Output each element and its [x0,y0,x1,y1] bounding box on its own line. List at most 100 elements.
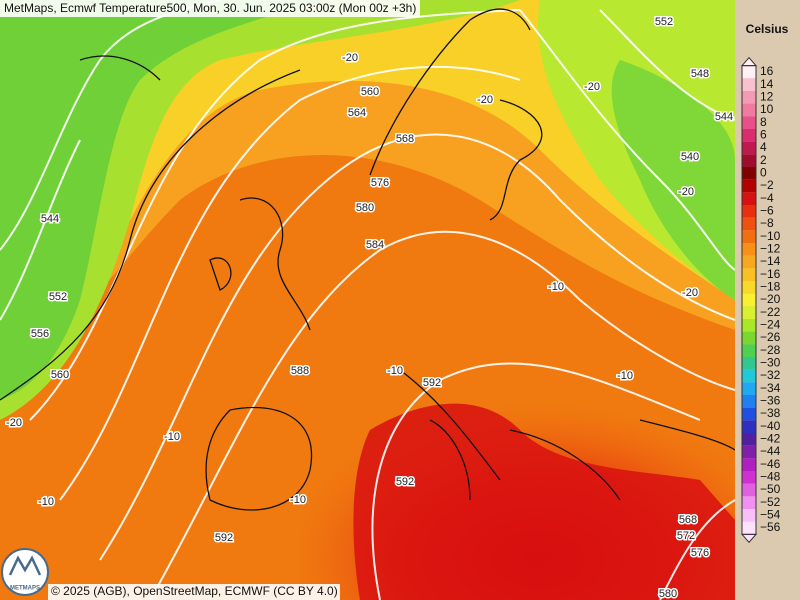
legend-swatch [742,116,756,129]
legend-swatch [742,129,756,142]
legend-swatch [742,357,756,370]
contour-label: -20 [682,287,698,299]
legend-label: −6 [760,204,774,218]
contour-label: 552 [655,16,673,28]
logo: METMAPS [1,548,49,596]
legend-swatch [742,217,756,231]
legend-unit: Celsius [746,22,789,36]
footer-box [48,584,340,600]
legend-label: 4 [760,140,767,154]
contour-label: 580 [659,588,677,600]
legend-label: −30 [760,356,781,370]
legend-swatch [742,407,756,421]
legend-label: 8 [760,115,767,129]
legend-label: −48 [760,470,781,484]
coastlines [0,8,736,511]
contour-label: 544 [41,213,59,225]
legend-panel: Celsius 1614121086420−2−4−6−8−10−12−14−1… [735,0,800,600]
legend-swatch [742,382,756,395]
legend-swatch [742,167,756,180]
map-area: -20 560 564 568 576 580 584 544 552 556 560 -20 -10 -… [0,0,736,600]
legend-label: −40 [760,419,781,433]
contour-label: 568 [396,133,414,145]
legend-swatch [742,483,756,497]
legend-label: 12 [760,90,774,104]
logo-text: METMAPS [10,586,40,592]
legend-swatch [742,420,756,433]
legend-label: −28 [760,343,781,357]
contour-label: 560 [51,369,69,381]
legend-swatch [742,179,756,193]
contour-label: -20 [477,94,493,106]
legend-label: −52 [760,495,781,509]
contour-label: -10 [164,431,180,443]
contour-label: 548 [691,68,709,80]
legend-swatch [742,471,756,484]
contour-label: -10 [290,494,306,506]
contour-labels: -20 560 564 568 576 580 584 544 552 556 560 -20 -10 -… [5,14,735,600]
legend-swatch [742,496,756,509]
contour-label: -20 [678,186,694,198]
legend-swatch [742,331,756,345]
legend-label: −36 [760,394,781,408]
legend-swatch [742,306,756,319]
contour-label: 564 [348,107,366,119]
legend-swatch [742,78,756,91]
legend-swatch [742,91,756,104]
legend-label: −32 [760,368,781,382]
legend-label: 6 [760,128,767,142]
contour-label: 576 [371,177,389,189]
map-title: MetMaps, Ecmwf Temperature500, Mon, 30. … [4,1,416,15]
legend-label: −38 [760,406,781,420]
legend-label: −42 [760,432,781,446]
legend-label: −8 [760,216,774,230]
contour-label: 588 [291,365,309,377]
contour-label: -10 [617,370,633,382]
legend-swatch [742,521,756,535]
legend-label: −24 [760,318,781,332]
legend-swatch [742,141,756,155]
legend-swatch [742,65,756,79]
legend-swatch [742,192,756,205]
legend-swatch [742,369,756,383]
legend-label: −12 [760,242,781,256]
legend-label: −20 [760,292,781,306]
legend-swatch [742,509,756,522]
color-scale: 1614121086420−2−4−6−8−10−12−14−16−18−20−… [740,56,781,544]
contour-label: -10 [548,281,564,293]
legend-swatch [742,230,756,243]
legend-swatch [742,205,756,218]
contour-label: 580 [356,202,374,214]
legend-label: −4 [760,191,774,205]
legend-label: 2 [760,153,767,167]
contour-label: -20 [342,52,358,64]
legend-label: −22 [760,305,781,319]
legend-swatch [742,293,756,307]
contour-label: -20 [6,417,22,429]
legend-label: −44 [760,444,781,458]
legend-label: −26 [760,330,781,344]
legend-swatch [742,395,756,408]
legend-label: −2 [760,178,774,192]
contour-label: 568 [679,514,697,526]
legend-label: −18 [760,280,781,294]
legend-swatch [742,433,756,446]
contour-label: 576 [691,547,709,559]
legend-label: −54 [760,508,781,522]
contour-label: -10 [38,496,54,508]
contour-label: 560 [361,86,379,98]
legend-swatch [742,281,756,294]
legend-swatch [742,255,756,269]
contour-label: 544 [715,111,733,123]
legend-label: 0 [760,166,767,180]
legend-swatch [742,103,756,117]
contour-label: 540 [681,151,699,163]
legend-label: −10 [760,229,781,243]
legend-frame [741,65,757,535]
contour-label: -20 [584,81,600,93]
contour-label: 572 [677,530,695,542]
title-box [0,0,420,17]
legend-label: 14 [760,77,774,91]
copyright: © 2025 (AGB), OpenStreetMap, ECMWF (CC B… [51,584,338,598]
